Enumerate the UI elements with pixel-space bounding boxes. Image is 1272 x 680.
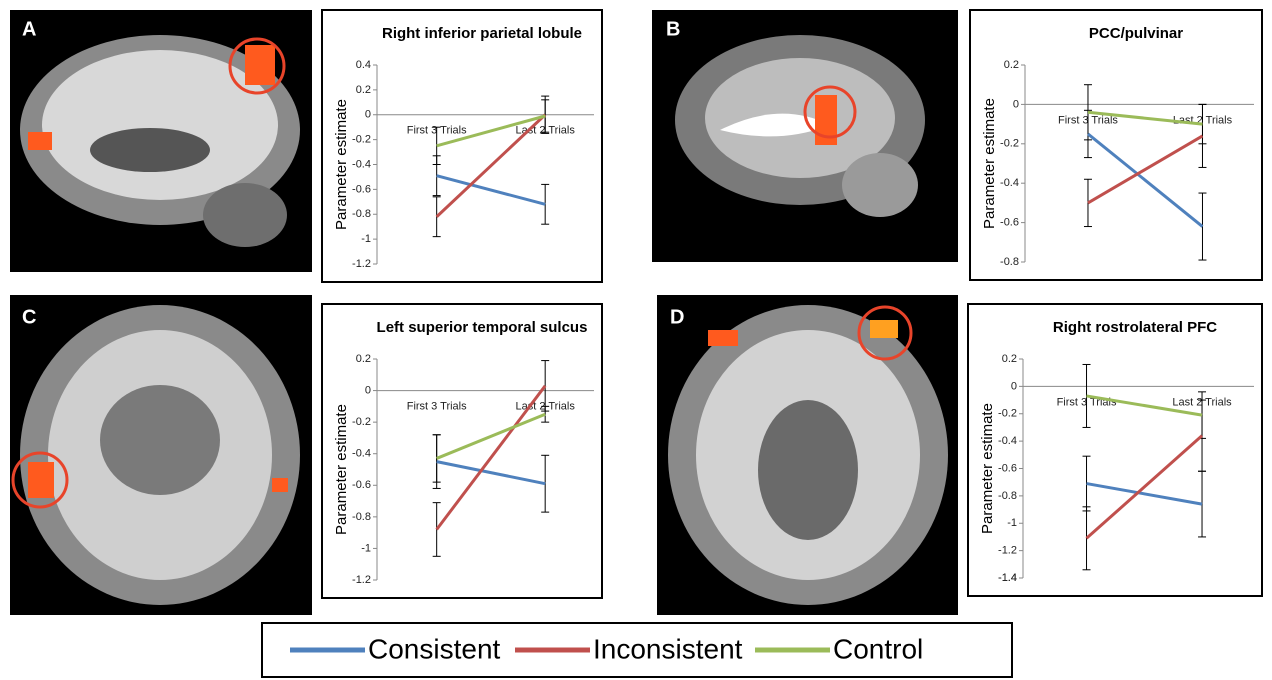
brain-image-a [10,10,312,272]
y-tick-label: 0 [365,109,371,121]
y-tick-label: -0.6 [352,479,371,491]
y-tick-label: -0.8 [1000,256,1019,268]
panel-letter: C [22,306,36,328]
x-tick-label: First 3 Trials [407,400,467,412]
y-tick-label: 0.2 [1004,59,1019,71]
y-tick-label: -0.8 [352,208,371,220]
y-axis-label: Parameter estimate [333,404,350,535]
y-tick-label: -0.2 [1000,138,1019,150]
panel-letter: B [666,18,680,40]
y-tick-label: -1 [1007,517,1017,529]
y-axis-label: Parameter estimate [979,403,996,534]
y-tick-label: -0.4 [1000,177,1019,189]
y-tick-label: -0.6 [998,462,1017,474]
y-tick-label: -1 [361,233,371,245]
brain-image-d [657,295,958,615]
y-tick-label: -0.2 [352,134,371,146]
chart-title: Right rostrolateral PFC [1053,319,1217,336]
y-tick-label: -0.4 [352,158,371,170]
chart-title: Left superior temporal sulcus [377,319,588,336]
chart-title: PCC/pulvinar [1089,25,1183,42]
y-tick-label: -0.6 [1000,217,1019,229]
y-tick-label: -0.4 [352,448,371,460]
chart-title: Right inferior parietal lobule [382,25,582,42]
y-tick-label: -0.8 [998,490,1017,502]
legend-label: Consistent [368,633,501,664]
y-tick-label: 0.4 [356,59,371,71]
y-tick-label: -1.2 [352,258,371,270]
y-tick-label: 0 [1011,380,1017,392]
brain-image-b [652,10,958,262]
y-axis-label: Parameter estimate [333,99,350,230]
y-tick-label: -1.2 [352,574,371,586]
y-tick-label: -1.2 [998,545,1017,557]
y-tick-label: 0.2 [1002,353,1017,365]
y-tick-label: -0.2 [352,416,371,428]
figure: A Right inferior parietal lobule Parameter… [0,0,1272,680]
y-tick-label: -0.4 [998,435,1017,447]
panel-letter: D [670,306,684,328]
brain-image-c [10,295,312,615]
y-tick-label: -0.8 [352,511,371,523]
y-tick-label: -0.6 [352,183,371,195]
y-tick-label: -0.2 [998,408,1017,420]
y-tick-label: -1.4 [998,572,1017,584]
y-tick-label: -1 [361,542,371,554]
y-tick-label: 0.2 [356,353,371,365]
y-tick-label: 0 [365,384,371,396]
y-axis-label: Parameter estimate [981,98,998,229]
legend-label: Control [833,633,923,664]
legend-label: Inconsistent [593,633,743,664]
y-tick-label: 0.2 [356,84,371,96]
panel-letter: A [22,18,36,40]
y-tick-label: 0 [1013,98,1019,110]
